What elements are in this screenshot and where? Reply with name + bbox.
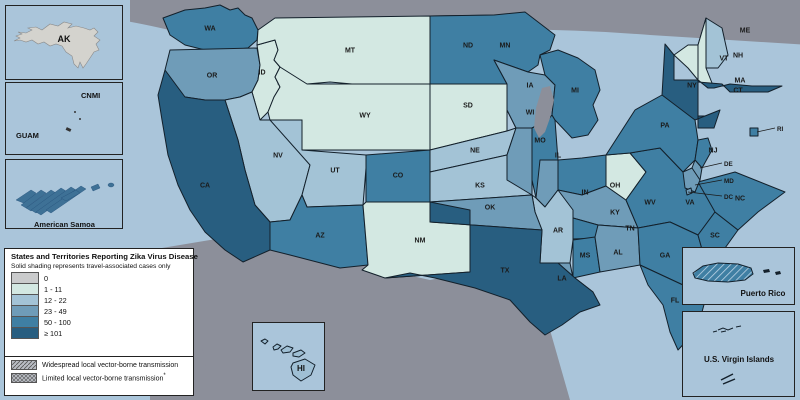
svg-text:WY: WY <box>359 113 371 120</box>
svg-text:SC: SC <box>710 233 720 240</box>
svg-text:MD: MD <box>724 178 734 185</box>
svg-text:HI: HI <box>297 364 305 373</box>
svg-text:VT: VT <box>720 56 730 63</box>
svg-text:WV: WV <box>644 200 656 207</box>
svg-text:CO: CO <box>393 173 404 180</box>
svg-text:AR: AR <box>553 228 563 235</box>
svg-text:NM: NM <box>415 238 426 245</box>
svg-text:NH: NH <box>733 53 743 60</box>
svg-text:CA: CA <box>200 183 210 190</box>
svg-text:MI: MI <box>571 88 579 95</box>
svg-text:MA: MA <box>735 78 746 85</box>
svg-text:MS: MS <box>580 253 591 260</box>
svg-text:MN: MN <box>500 43 511 50</box>
svg-text:OH: OH <box>610 183 621 190</box>
svg-text:AL: AL <box>613 250 623 257</box>
svg-text:DC: DC <box>724 194 734 201</box>
svg-text:FL: FL <box>671 298 680 305</box>
svg-text:VA: VA <box>685 200 694 207</box>
svg-text:OK: OK <box>485 205 496 212</box>
svg-text:AZ: AZ <box>315 233 325 240</box>
svg-text:MT: MT <box>345 48 356 55</box>
svg-text:AK: AK <box>58 34 71 44</box>
svg-text:Puerto Rico: Puerto Rico <box>741 289 786 298</box>
svg-text:KS: KS <box>475 183 485 190</box>
svg-text:ID: ID <box>259 70 266 77</box>
svg-text:IA: IA <box>527 83 534 90</box>
svg-text:TN: TN <box>625 226 634 233</box>
svg-text:WI: WI <box>526 110 535 117</box>
svg-text:OR: OR <box>207 73 218 80</box>
svg-text:UT: UT <box>330 168 340 175</box>
svg-text:NC: NC <box>735 196 745 203</box>
svg-text:WA: WA <box>204 26 215 33</box>
svg-text:ME: ME <box>740 28 751 35</box>
svg-text:U.S. Virgin Islands: U.S. Virgin Islands <box>704 355 775 364</box>
svg-text:NV: NV <box>273 153 283 160</box>
svg-text:CT: CT <box>733 88 743 95</box>
svg-text:DE: DE <box>724 161 733 168</box>
svg-text:TX: TX <box>501 268 510 275</box>
svg-text:NE: NE <box>470 148 480 155</box>
svg-text:NJ: NJ <box>709 148 718 155</box>
svg-text:MO: MO <box>534 138 546 145</box>
svg-text:IL: IL <box>555 153 562 160</box>
svg-text:LA: LA <box>557 276 566 283</box>
svg-text:PA: PA <box>660 123 669 130</box>
svg-text:RI: RI <box>777 126 784 133</box>
svg-text:IN: IN <box>582 190 589 197</box>
svg-text:NY: NY <box>687 83 697 90</box>
svg-text:GA: GA <box>660 253 671 260</box>
svg-text:ND: ND <box>463 43 473 50</box>
svg-text:SD: SD <box>463 103 473 110</box>
svg-text:KY: KY <box>610 210 620 217</box>
